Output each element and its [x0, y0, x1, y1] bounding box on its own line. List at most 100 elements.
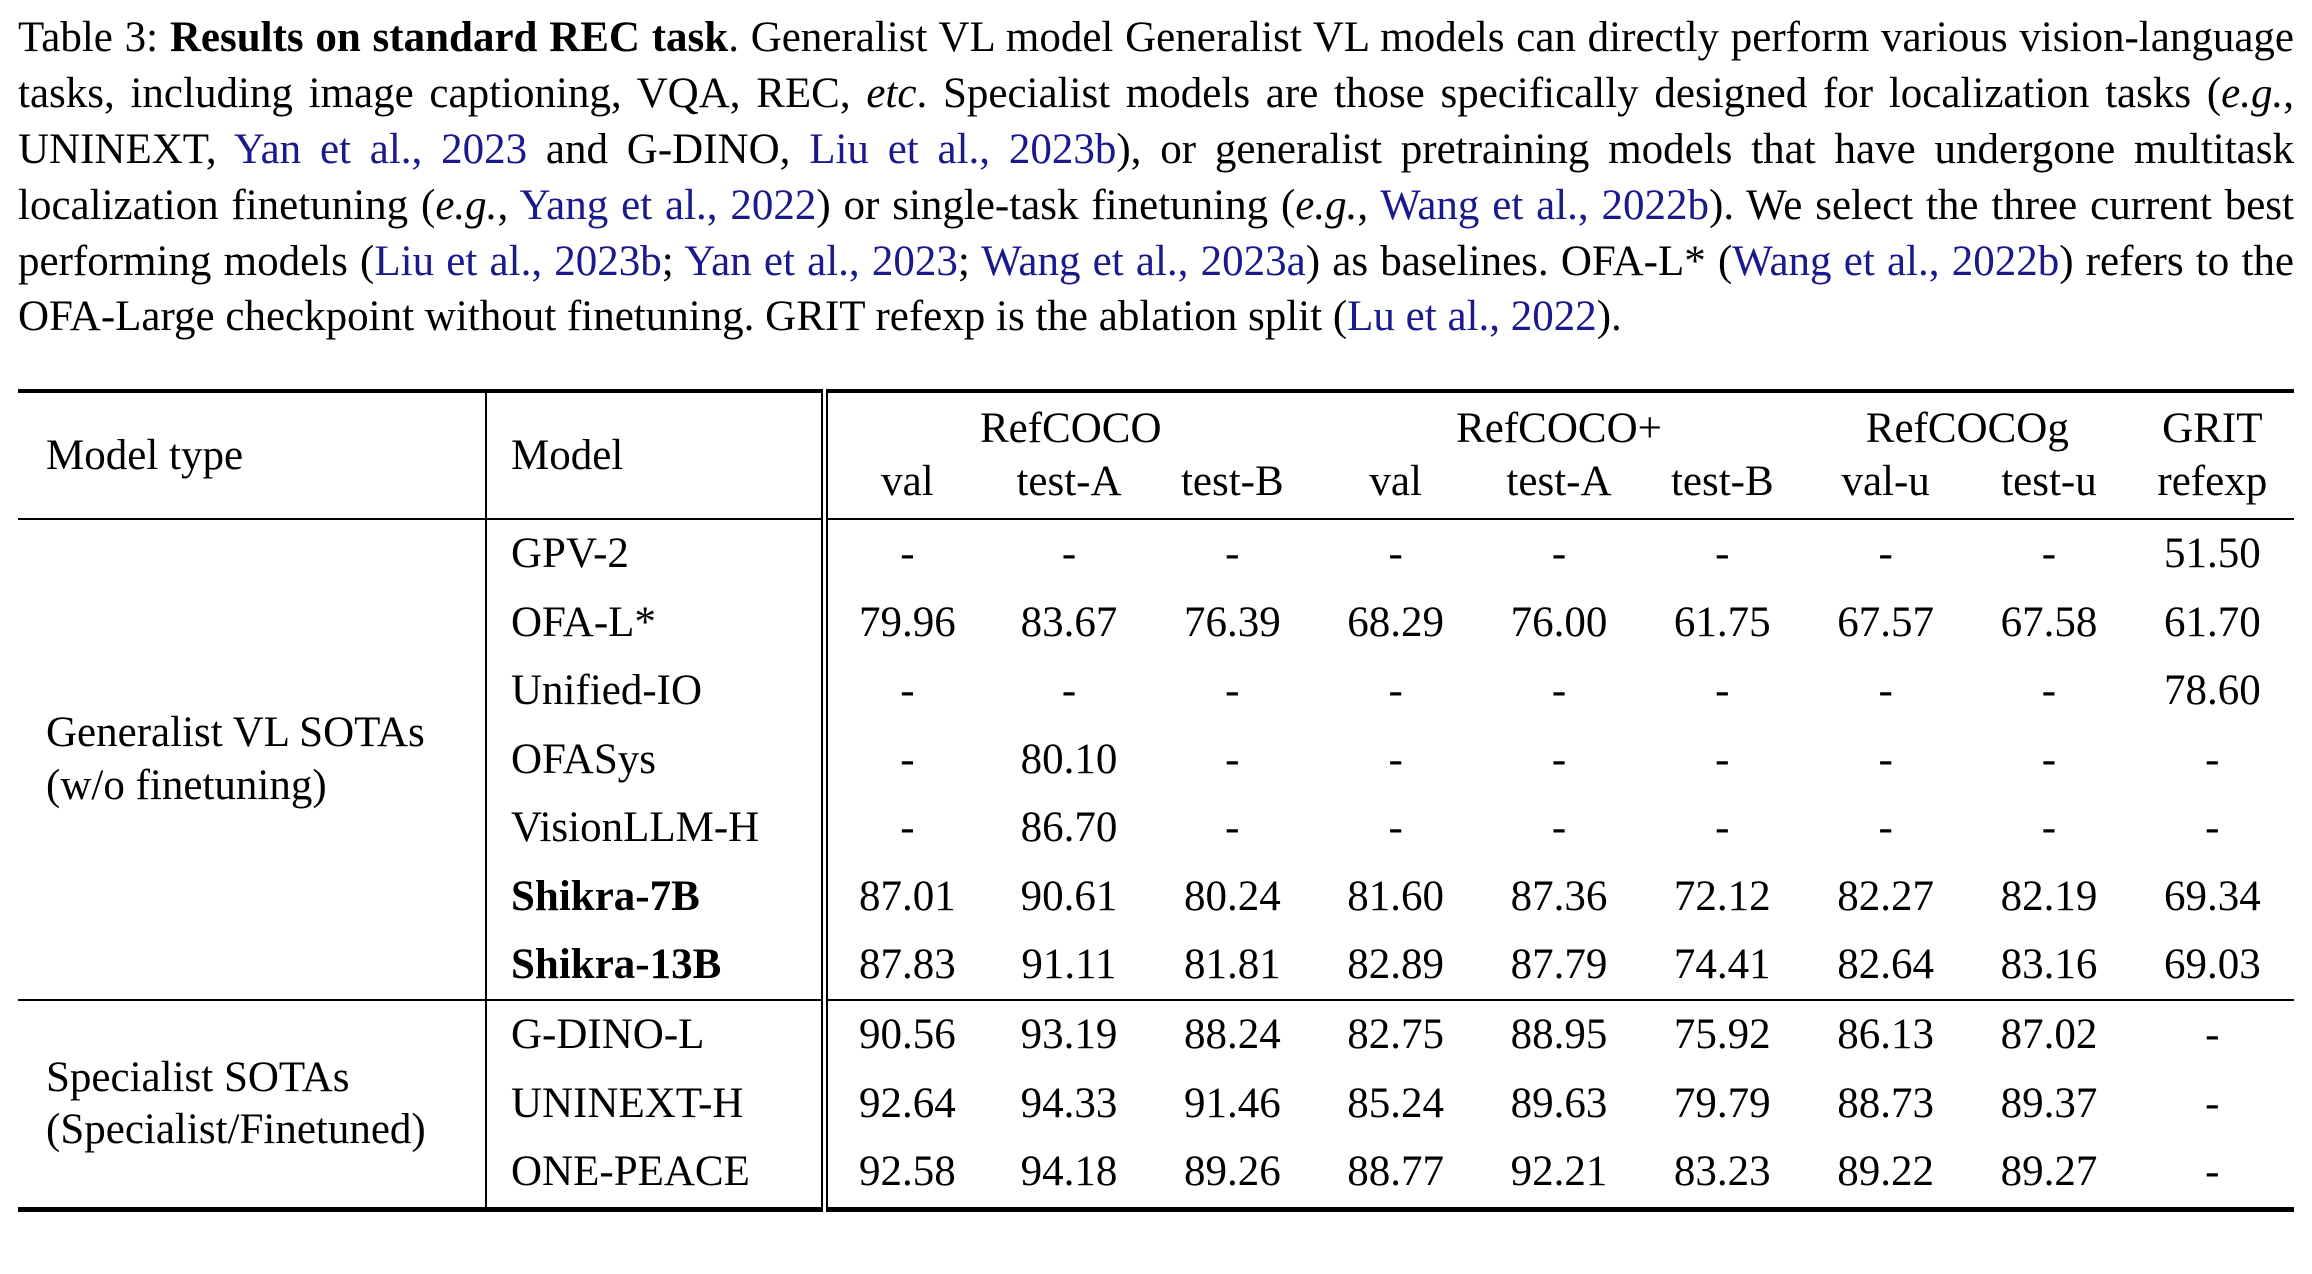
- value-cell: -: [1715, 667, 1730, 715]
- table-row: Shikra-13B 87.83 91.11 81.81 82.89 87.79 74.41…: [18, 930, 2294, 1001]
- value-cell: -: [1551, 667, 1567, 715]
- value-cell: 67.57: [1837, 598, 1934, 646]
- value-cell: -: [1715, 735, 1730, 783]
- model-type-line: Generalist VL SOTAs: [46, 709, 425, 757]
- value-cell: -: [1061, 530, 1077, 578]
- caption-text-segment: Results on standard REC task: [169, 14, 729, 61]
- value-cell: 82.19: [2000, 872, 2098, 920]
- value-cell: 90.56: [824, 999, 988, 1070]
- value-cell: 89.27: [2000, 1148, 2098, 1196]
- citation-link[interactable]: Yan et al., 2023: [684, 237, 958, 285]
- value-cell: 86.13: [1803, 999, 1968, 1070]
- value-cell: 89.26: [1183, 1148, 1281, 1196]
- value-cell: -: [1715, 530, 1730, 578]
- value-cell: 72.12: [1673, 872, 1771, 920]
- value-cell: -: [900, 530, 915, 578]
- value-cell: -: [1878, 667, 1893, 715]
- value-cell: 82.27: [1837, 872, 1934, 920]
- value-cell: -: [1551, 804, 1567, 852]
- value-cell: 88.77: [1347, 1148, 1445, 1196]
- value-cell: 88.95: [1477, 999, 1641, 1070]
- value-cell: -: [1225, 735, 1240, 783]
- table-row: VisionLLM-H - 86.70 - - - - - - -: [18, 794, 2294, 863]
- value-cell: 78.60: [2163, 667, 2261, 715]
- value-cell: -: [2205, 1148, 2220, 1196]
- model-name-cell: Shikra-7B: [486, 862, 828, 931]
- caption-text-segment: . Generalist VL model Generalist VL mode…: [18, 14, 2295, 117]
- value-cell: 82.64: [1837, 940, 1934, 988]
- value-cell: -: [2041, 735, 2057, 783]
- value-cell: 87.02: [1967, 999, 2131, 1070]
- split-column-header: test-B: [1150, 455, 1314, 521]
- model-name-cell: ONE-PEACE: [486, 1138, 828, 1210]
- model-group-0: Generalist VL SOTAs (w/o finetuning) GPV-2…: [18, 519, 2294, 1001]
- caption-text-segment: ). We select the three current best perf…: [18, 181, 2294, 285]
- value-cell: -: [1551, 530, 1567, 578]
- citation-link[interactable]: Wang et al., 2023a: [981, 237, 1306, 285]
- value-cell: -: [2041, 530, 2057, 578]
- value-cell: 83.16: [2000, 940, 2098, 988]
- value-cell: -: [1878, 735, 1893, 783]
- caption-text-segment: ), or generalist pretraining models that…: [18, 125, 2295, 229]
- citation-link[interactable]: Lu et al., 2022: [1347, 293, 1597, 341]
- value-cell: 92.58: [859, 1148, 956, 1196]
- header-row-columns: val test-A test-B val test-A test-B val-u test-…: [18, 455, 2294, 521]
- value-cell: 83.67: [1020, 598, 1118, 646]
- split-column-header: val: [1313, 455, 1478, 521]
- value-cell: 91.11: [1021, 940, 1117, 988]
- value-cell: 93.19: [987, 999, 1151, 1070]
- value-cell: -: [1225, 667, 1240, 715]
- value-cell: -: [1388, 667, 1403, 715]
- caption-text-segment: etc: [866, 69, 917, 117]
- value-cell: 89.63: [1510, 1079, 1608, 1127]
- citation-link[interactable]: Wang et al., 2022b: [1380, 181, 1710, 229]
- caption-text-segment: ,: [1357, 181, 1381, 229]
- value-cell: -: [2041, 804, 2057, 852]
- caption-text-segment: . Specialist models are those specifical…: [916, 69, 2222, 117]
- results-table-wrap: Model type Model RefCOCO RefCOCO+ RefCOCOg GR…: [18, 389, 2294, 1212]
- rec-results-table: Model type Model RefCOCO RefCOCO+ RefCOCOg GR…: [18, 389, 2294, 1212]
- value-cell: 92.64: [859, 1079, 956, 1127]
- table-row: ONE-PEACE 92.58 94.18 89.26 88.77 92.21 83.23 8…: [18, 1138, 2294, 1210]
- citation-link[interactable]: Wang et al., 2022b: [1732, 237, 2060, 285]
- value-cell: 68.29: [1347, 598, 1445, 646]
- paper-page: Table 3: Results on standard REC task. G…: [18, 14, 2295, 1212]
- model-name-cell: VisionLLM-H: [486, 794, 828, 863]
- value-cell: 76.39: [1183, 598, 1281, 646]
- split-column-header: refexp: [2130, 455, 2294, 521]
- value-cell: 89.37: [2000, 1079, 2098, 1127]
- value-cell: 83.23: [1673, 1148, 1771, 1196]
- value-cell: 69.03: [2163, 940, 2261, 988]
- model-type-line: Specialist SOTAs: [46, 1053, 350, 1101]
- citation-link[interactable]: Yang et al., 2022: [519, 181, 817, 229]
- value-cell: 79.96: [859, 598, 956, 646]
- value-cell: -: [900, 804, 915, 852]
- value-cell: 81.81: [1183, 940, 1281, 988]
- value-cell: 61.70: [2163, 598, 2261, 646]
- caption-text-segment: e.g.: [1295, 181, 1358, 229]
- citation-link[interactable]: Liu et al., 2023b: [809, 125, 1117, 173]
- model-type-line: (Specialist/Finetuned): [46, 1106, 426, 1154]
- value-cell: 75.92: [1640, 999, 1804, 1070]
- value-cell: -: [1388, 530, 1403, 578]
- split-column-header: test-u: [1967, 455, 2131, 521]
- value-cell: -: [1551, 735, 1567, 783]
- table-row: Specialist SOTAs (Specialist/Finetuned) G-…: [18, 999, 2294, 1210]
- value-cell: 67.58: [2000, 598, 2098, 646]
- model-column-header: Model: [486, 391, 828, 521]
- value-cell: 89.22: [1837, 1148, 1934, 1196]
- benchmark-group-header: GRIT: [2162, 405, 2263, 453]
- table-header: Model type Model RefCOCO RefCOCO+ RefCOCOg GR…: [18, 391, 2294, 521]
- caption-text-segment: ).: [1596, 293, 1622, 341]
- split-column-header: val-u: [1803, 455, 1968, 521]
- value-cell: -: [2205, 735, 2220, 783]
- split-column-header: val: [824, 455, 988, 521]
- value-cell: 51.50: [2163, 530, 2261, 578]
- table-row: UNINEXT-H 92.64 94.33 91.46 85.24 89.63 79.79 8…: [18, 1069, 2294, 1139]
- model-name-cell: UNINEXT-H: [486, 1069, 828, 1139]
- value-cell: -: [1225, 804, 1240, 852]
- value-cell: -: [1715, 804, 1730, 852]
- citation-link[interactable]: Yan et al., 2023: [233, 125, 528, 173]
- citation-link[interactable]: Liu et al., 2023b: [374, 237, 662, 285]
- value-cell: -: [900, 667, 915, 715]
